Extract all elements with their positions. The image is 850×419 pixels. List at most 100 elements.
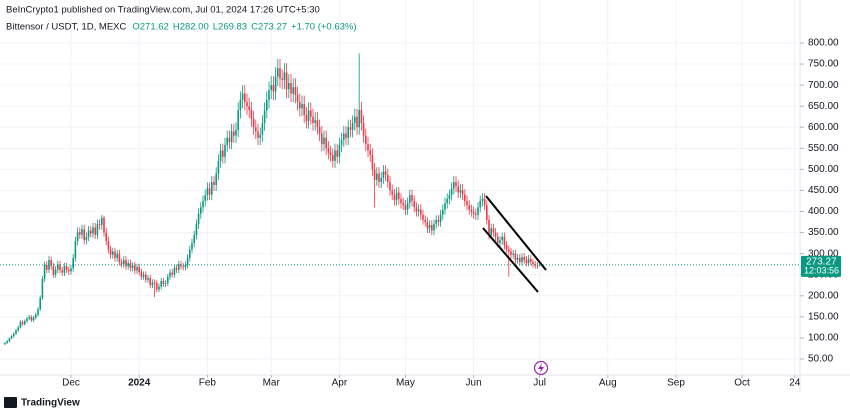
candle-body: [107, 241, 110, 250]
candle-body: [12, 333, 15, 337]
candle-body: [43, 265, 46, 279]
candle-body: [351, 123, 354, 130]
candle-body: [422, 214, 424, 220]
candle-body: [26, 318, 28, 322]
candle-body: [406, 203, 409, 210]
candle-body: [450, 188, 453, 196]
candle-body: [72, 257, 74, 269]
candle-body: [327, 148, 330, 153]
candle-body: [173, 267, 176, 275]
candle-body: [103, 217, 105, 233]
candle-body: [428, 225, 431, 229]
brand-logo: [4, 397, 17, 408]
candle-body: [296, 94, 299, 102]
candle-body: [215, 173, 217, 185]
candle-body: [232, 131, 235, 136]
candle-body: [417, 209, 420, 212]
candle-body: [492, 228, 495, 233]
candle-body: [376, 173, 378, 180]
candle-body: [457, 186, 460, 193]
candle-body: [318, 127, 321, 134]
candle-body: [136, 267, 138, 271]
candle-body: [114, 251, 116, 258]
candle-body: [459, 190, 462, 193]
candle-body: [380, 177, 383, 183]
candle-body: [409, 195, 411, 204]
y-tick-label: 500.00: [808, 164, 839, 175]
candle-body: [508, 249, 510, 252]
candle-body: [309, 110, 312, 117]
candle-body: [87, 230, 90, 237]
candle-body: [138, 267, 140, 273]
candle-body: [340, 139, 343, 145]
candle-body: [497, 236, 499, 244]
candle-body: [250, 109, 253, 119]
x-tick-label: May: [396, 378, 415, 389]
candle-body: [252, 118, 255, 128]
candle-body: [133, 265, 136, 271]
candle-body: [523, 257, 526, 260]
candle-body: [336, 150, 338, 157]
candle-body: [435, 219, 438, 225]
candle-body: [362, 123, 365, 136]
x-tick-label: Oct: [734, 378, 750, 389]
ohlc-legend: O271.62 H282.00 L269.83 C273.27 +1.70 (+0.63…: [132, 22, 356, 33]
candle-body: [70, 268, 72, 272]
candle-body: [67, 269, 70, 272]
candle-body: [455, 182, 457, 187]
candle-body: [488, 219, 490, 236]
x-tick-label: Jun: [466, 378, 482, 389]
candle-body: [65, 266, 68, 270]
last-price-box: [801, 255, 841, 277]
candle-body: [213, 182, 215, 185]
candle-body: [122, 259, 125, 265]
candle-body: [519, 257, 521, 263]
candle-body: [514, 253, 517, 260]
legend-value: O271.62: [132, 22, 168, 33]
candle-body: [208, 188, 211, 195]
candle-body: [290, 83, 292, 94]
candle-body: [349, 127, 352, 130]
candle-body: [303, 104, 305, 116]
candle-body: [8, 338, 11, 342]
candle-body: [477, 207, 479, 215]
x-tick-label: Aug: [599, 378, 617, 389]
event-icon[interactable]: [533, 360, 549, 376]
y-tick-label: 150.00: [808, 311, 839, 322]
candle-body: [448, 195, 451, 199]
candle-body: [120, 262, 123, 265]
candle-body: [188, 249, 191, 258]
candle-body: [431, 225, 433, 231]
candle-body: [15, 330, 17, 334]
candle-body: [270, 85, 272, 91]
candle-body: [538, 264, 541, 266]
candle-body: [398, 192, 400, 199]
candle-body: [228, 137, 231, 142]
candle-body: [147, 278, 149, 280]
candle-body: [239, 99, 242, 111]
candle-body: [54, 269, 57, 275]
candle-body: [486, 205, 488, 220]
candle-body: [534, 264, 537, 266]
candle-body: [343, 133, 345, 140]
candle-body: [483, 198, 486, 206]
candle-body: [453, 182, 455, 189]
candle-body: [184, 265, 187, 268]
candle-body: [384, 171, 387, 175]
candle-body: [323, 137, 325, 145]
candle-body: [92, 227, 94, 234]
publisher-note: BeInCrypto1 published on TradingView.com…: [6, 5, 320, 16]
candle-body: [411, 195, 413, 201]
candle-body: [292, 87, 294, 94]
candle-body: [283, 72, 286, 81]
candle-body: [391, 190, 394, 195]
candle-body: [81, 229, 83, 235]
candle-body: [219, 150, 222, 161]
candle-body: [85, 236, 88, 241]
candle-body: [285, 72, 288, 90]
symbol: Bittensor / USDT, 1D, MEXC: [6, 22, 127, 33]
candle-body: [439, 214, 442, 223]
candle-body: [155, 283, 158, 290]
candle-body: [389, 182, 391, 191]
